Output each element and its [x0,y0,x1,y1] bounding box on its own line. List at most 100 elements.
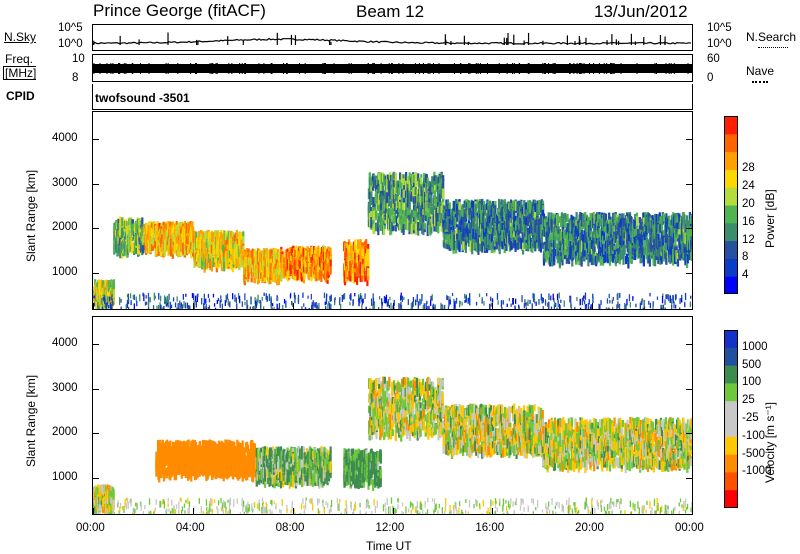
power-cell [183,221,187,233]
power-cell [113,239,116,249]
power-cell [599,230,602,241]
power-cell [545,252,548,260]
power-panel [92,111,694,316]
power-cell [358,254,361,262]
power-cell [150,242,153,251]
power-cell [314,247,317,259]
power-cell [382,195,385,206]
power-cell [525,202,528,211]
power-cell [584,235,587,244]
power-cell [373,176,376,188]
power-cell [489,223,492,232]
power-cell [141,217,144,229]
power-cell [587,254,590,267]
power-cell [434,190,437,203]
power-cell [185,242,188,251]
power-cell [367,205,370,218]
power-cell [296,263,299,276]
power-cell [566,228,569,239]
power-cell [268,258,271,268]
power-cell [119,224,122,235]
power-cell [494,205,497,216]
power-cell [603,226,606,234]
power-cell [372,204,375,214]
power-cell [204,260,207,270]
power-cell [603,254,606,264]
power-cell [133,222,136,231]
power-cell [133,242,136,254]
power-cell [300,272,304,282]
power-cell [383,174,386,186]
power-cell [388,198,391,207]
power-cell [566,242,569,252]
power-cell [187,247,190,255]
power-cell [458,223,461,233]
power-cell [579,249,582,258]
power-cell [435,198,438,208]
power-cell [345,247,348,258]
power-cell [529,216,532,223]
power-cell [613,245,616,254]
power-cell [456,227,459,234]
power-cell [126,245,129,255]
power-cell [361,273,364,282]
power-cell [228,240,231,251]
power-cell [128,221,131,233]
power-cell [577,241,580,251]
power-cell [525,209,528,217]
power-cell [354,257,357,264]
power-cell [179,246,182,257]
power-cell [540,206,543,215]
power-cell [523,213,526,226]
power-cell [610,239,613,252]
power-cell [359,261,362,273]
power-cell [516,225,519,232]
power-cell [375,210,378,220]
nsearch-legend-line [758,47,788,48]
power-cell [119,237,122,245]
power-cell [329,267,332,275]
power-cell [210,260,213,268]
power-cell [220,241,224,249]
power-cell [406,210,409,222]
power-cell [399,214,402,225]
power-cell [270,249,273,259]
power-cell [367,267,370,277]
power-cell [376,178,379,185]
power-cell [348,244,351,253]
power-cell [554,248,557,257]
power-cell [530,222,533,234]
power-cell [182,226,185,238]
power-cell [487,205,490,217]
power-cell [481,211,484,219]
power-cell [572,239,575,251]
power-cell [469,224,472,233]
power-cell [359,239,362,246]
power-cell [504,220,507,229]
power-cell [228,250,231,259]
power-cell [431,217,434,228]
power-cell [481,229,484,238]
power-cell [431,182,434,193]
power-cell [278,266,281,275]
power-cell [194,253,197,263]
power-cell [402,178,405,189]
power-cell [487,234,490,246]
power-cell [310,264,313,271]
power-cell [405,219,408,230]
power-cell [242,236,245,244]
power-cell [540,199,543,211]
power-cell [593,231,596,241]
power-cell [147,233,150,241]
power-cell [410,223,414,235]
power-cell [446,218,450,231]
cpid-value: twofsound -3501 [95,91,190,105]
power-cell [557,239,560,251]
power-cell [281,254,284,263]
power-cell [553,240,556,249]
power-cell [435,175,438,184]
power-cell [225,240,228,251]
power-cell [359,245,362,254]
power-cell [601,228,604,237]
power-cell [343,264,346,277]
